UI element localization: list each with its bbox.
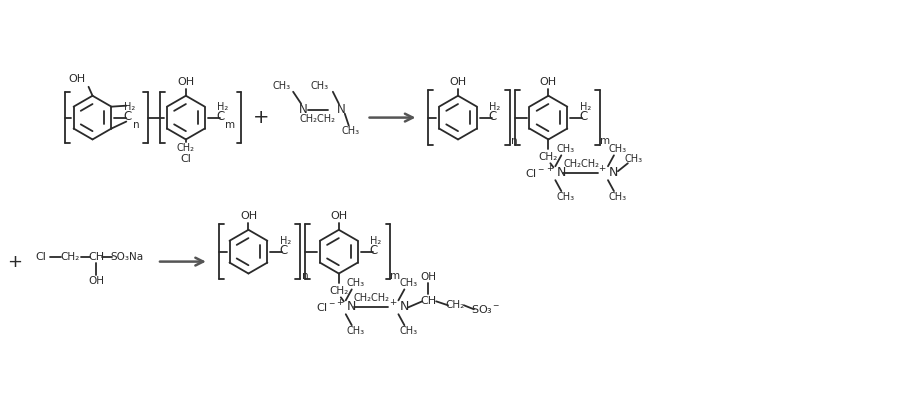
Text: OH: OH <box>88 276 105 287</box>
Text: C: C <box>217 110 225 123</box>
Text: C: C <box>279 244 287 257</box>
Text: CH: CH <box>420 296 436 306</box>
Text: CH₃: CH₃ <box>625 154 643 164</box>
Text: CH₃: CH₃ <box>272 81 290 91</box>
Text: CH₃: CH₃ <box>399 278 418 289</box>
Text: CH₂: CH₂ <box>445 300 465 310</box>
Text: C: C <box>579 110 588 123</box>
Text: OH: OH <box>540 77 557 87</box>
Text: CH₂: CH₂ <box>330 287 349 296</box>
Text: CH₃: CH₃ <box>347 278 364 289</box>
Text: CH₃: CH₃ <box>341 127 360 136</box>
Text: C: C <box>488 110 497 123</box>
Text: m: m <box>225 120 235 129</box>
Text: CH₃: CH₃ <box>311 81 329 91</box>
Text: $^+$N: $^+$N <box>335 300 356 315</box>
Text: m: m <box>390 271 400 280</box>
Text: Cl$^-$: Cl$^-$ <box>316 301 336 313</box>
Text: n: n <box>511 136 518 147</box>
Text: CH₃: CH₃ <box>399 326 418 336</box>
Text: CH₂CH₂: CH₂CH₂ <box>300 114 336 124</box>
Text: n: n <box>133 120 140 129</box>
Text: m: m <box>600 136 610 147</box>
Text: C: C <box>369 244 377 257</box>
Text: CH₂CH₂: CH₂CH₂ <box>353 293 389 303</box>
Text: Cl$^-$: Cl$^-$ <box>525 167 545 179</box>
Text: Cl: Cl <box>181 154 191 164</box>
Text: $^+$N: $^+$N <box>598 166 619 181</box>
Text: SO₃$^-$: SO₃$^-$ <box>471 303 500 315</box>
Text: H₂: H₂ <box>370 236 381 246</box>
Text: OH: OH <box>177 77 195 87</box>
Text: CH₃: CH₃ <box>556 192 575 202</box>
Text: CH₂CH₂: CH₂CH₂ <box>563 159 599 169</box>
Text: C: C <box>123 110 131 123</box>
Text: CH₃: CH₃ <box>556 144 575 154</box>
Text: OH: OH <box>330 211 347 221</box>
Text: OH: OH <box>240 211 257 221</box>
Text: H₂: H₂ <box>579 102 591 112</box>
Text: CH₃: CH₃ <box>609 144 627 154</box>
Text: $^+$N: $^+$N <box>544 166 566 181</box>
Text: CH₂: CH₂ <box>177 143 195 153</box>
Text: +: + <box>253 108 270 127</box>
Text: H₂: H₂ <box>124 102 135 112</box>
Text: CH₂: CH₂ <box>539 152 558 162</box>
Text: Cl: Cl <box>36 252 46 262</box>
Text: H₂: H₂ <box>489 102 500 112</box>
Text: CH₃: CH₃ <box>609 192 627 202</box>
Text: SO₃Na: SO₃Na <box>111 252 144 262</box>
Text: H₂: H₂ <box>217 102 229 112</box>
Text: +: + <box>7 253 23 271</box>
Text: OH: OH <box>68 74 85 84</box>
Text: CH₃: CH₃ <box>347 326 364 336</box>
Text: H₂: H₂ <box>280 236 291 246</box>
Text: N: N <box>298 103 308 116</box>
Text: OH: OH <box>450 77 466 87</box>
Text: CH₂: CH₂ <box>60 252 79 262</box>
Text: $^+$N: $^+$N <box>387 300 409 315</box>
Text: OH: OH <box>420 273 436 282</box>
Text: CH: CH <box>88 252 105 262</box>
Text: n: n <box>302 271 308 280</box>
Text: N: N <box>336 103 345 116</box>
